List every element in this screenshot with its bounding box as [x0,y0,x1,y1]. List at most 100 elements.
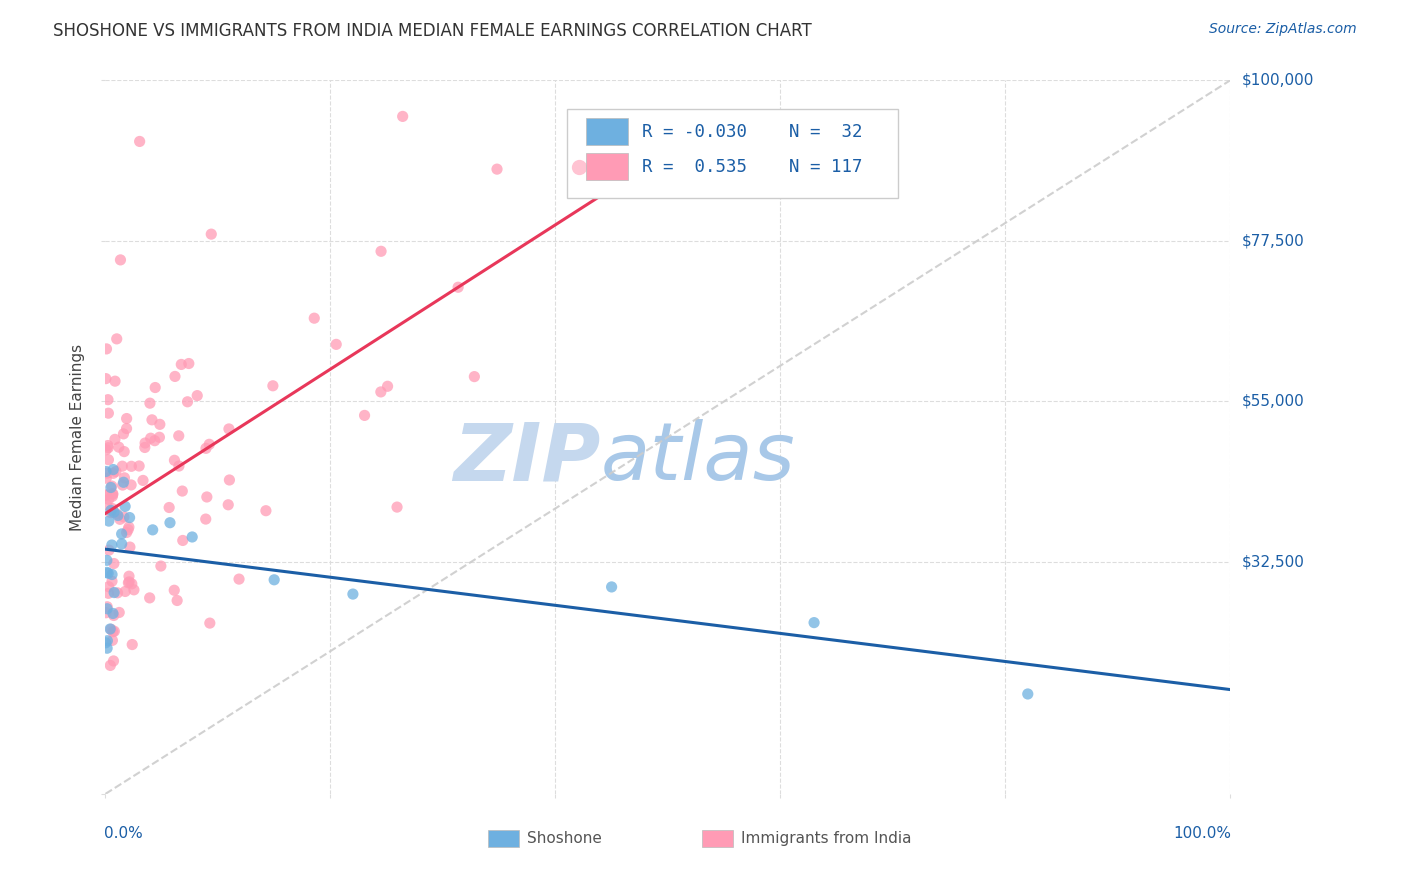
Point [96,599,118,614]
Point [218,473,240,487]
Point [353,409,375,423]
Point [101,538,124,552]
Point [97,452,120,467]
Text: 100.0%: 100.0% [1174,826,1232,841]
Point [100,503,122,517]
Point [143,434,166,448]
Text: 0.0%: 0.0% [104,826,143,841]
Point [118,540,141,554]
Point [103,505,125,519]
Point [118,569,141,583]
Point [217,498,239,512]
Point [94,465,117,479]
Point [94,636,117,650]
Text: SHOSHONE VS IMMIGRANTS FROM INDIA MEDIAN FEMALE EARNINGS CORRELATION CHART: SHOSHONE VS IMMIGRANTS FROM INDIA MEDIAN… [53,22,813,40]
Point [148,430,170,444]
Point [172,533,194,548]
Point [142,523,165,537]
Point [107,508,129,523]
Text: Shoshone: Shoshone [527,830,602,846]
Point [139,431,162,445]
Point [98,622,121,636]
Point [122,582,145,597]
Point [105,507,128,521]
Point [104,433,127,447]
Point [101,624,124,639]
Point [97,406,120,420]
Point [342,587,364,601]
Point [121,577,143,591]
Point [103,654,125,668]
Point [385,500,408,514]
FancyBboxPatch shape [586,153,628,180]
Point [97,580,120,594]
Point [304,311,326,326]
Point [149,417,172,432]
Point [600,580,623,594]
Point [262,378,284,392]
Point [98,658,121,673]
Point [96,641,118,656]
Text: atlas: atlas [600,419,796,498]
Point [96,553,118,567]
Text: $77,500: $77,500 [1241,234,1305,248]
Point [198,437,221,451]
Point [163,453,186,467]
Point [114,500,136,514]
Point [485,162,508,177]
Point [157,500,180,515]
Point [228,572,250,586]
Point [163,369,186,384]
Point [117,523,139,537]
Point [96,566,118,580]
Point [170,358,193,372]
Point [120,459,142,474]
Point [138,591,160,605]
Point [139,396,162,410]
FancyBboxPatch shape [567,109,898,198]
Point [117,575,139,590]
Point [97,586,120,600]
Point [254,504,277,518]
Point [176,394,198,409]
Point [1017,687,1039,701]
Point [96,498,118,512]
Point [96,466,118,480]
Point [370,384,392,399]
Point [118,510,141,524]
Point [104,374,127,388]
Point [101,487,124,501]
Point [132,474,155,488]
Point [96,342,118,356]
Point [167,429,190,443]
Point [200,227,222,241]
Point [120,478,142,492]
Point [103,467,125,481]
Point [103,557,125,571]
Point [112,426,135,441]
Point [97,441,120,455]
Point [94,488,117,502]
Point [100,481,122,495]
Point [101,501,124,516]
Point [101,489,124,503]
Point [167,458,190,473]
Point [111,527,134,541]
Text: R = -0.030    N =  32: R = -0.030 N = 32 [643,123,862,141]
Point [159,516,181,530]
Point [172,484,194,499]
Point [447,280,470,294]
Text: $32,500: $32,500 [1241,555,1305,569]
Point [186,389,208,403]
Point [111,459,134,474]
Point [94,488,117,502]
Point [94,606,117,620]
Point [128,458,150,473]
Point [110,252,132,267]
Point [103,624,125,639]
Point [101,479,124,493]
Point [325,337,347,351]
Point [377,379,399,393]
Point [108,606,131,620]
Point [134,441,156,455]
